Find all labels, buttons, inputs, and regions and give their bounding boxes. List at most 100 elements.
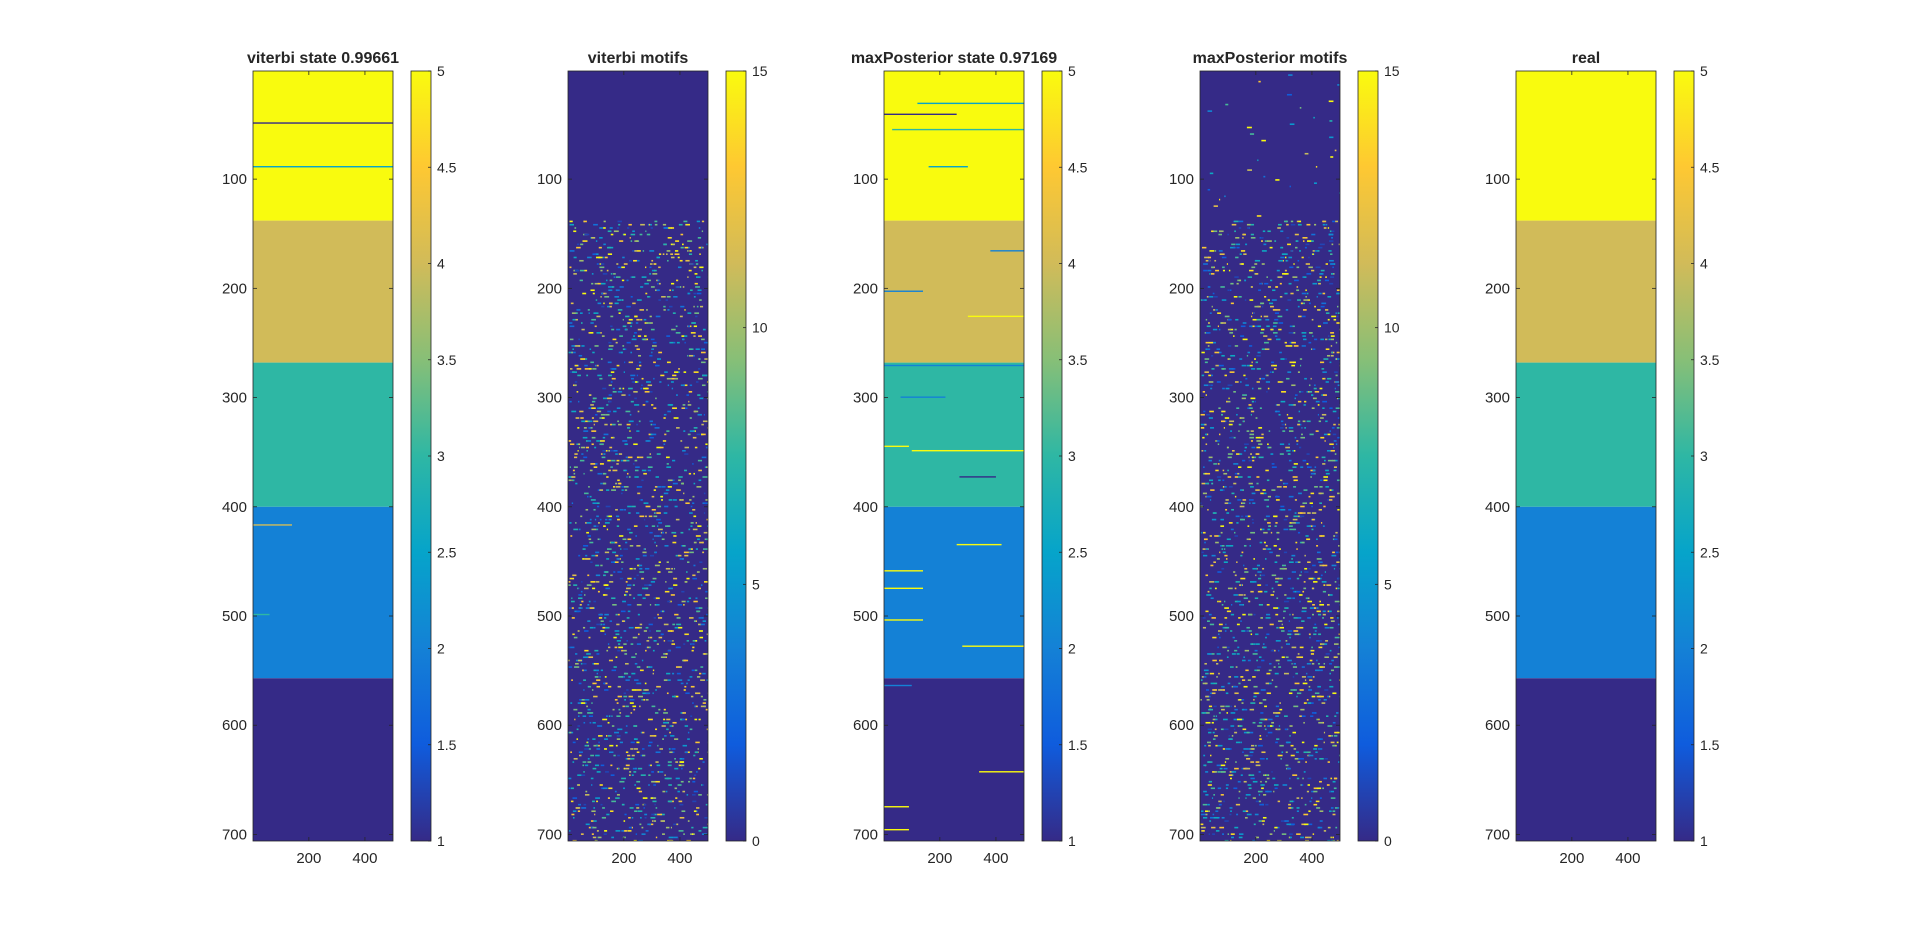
motif-cell [1244, 299, 1247, 301]
state-band-2 [253, 220, 393, 363]
colorbar-tick-label: 0 [1384, 833, 1392, 849]
motif-cell [619, 780, 625, 783]
motif-cell [1294, 757, 1300, 760]
state-streak-4 [253, 613, 270, 616]
motif-cell [599, 676, 601, 678]
motif-cell [584, 649, 589, 652]
motif-cell [1247, 525, 1250, 527]
motif-cell [606, 279, 608, 282]
motif-cell [1286, 597, 1292, 600]
motif-cell [1327, 318, 1330, 321]
colorbar: 11.522.533.544.55 [1041, 63, 1088, 849]
motif-cell [1211, 384, 1213, 387]
motif-cell [1241, 708, 1245, 711]
motif-cell [706, 679, 708, 681]
motif-cell [1225, 508, 1228, 511]
motif-cell [634, 469, 639, 472]
motif-cell [635, 466, 640, 468]
motif-cell [593, 423, 595, 426]
motif-cell [1318, 646, 1323, 649]
subplot-title: real [1572, 50, 1600, 67]
motif-cell [1265, 515, 1270, 518]
motif-cell [1252, 456, 1254, 459]
motif-cell [1320, 417, 1324, 419]
motif-cell [1239, 358, 1243, 360]
axes-frame [1515, 70, 1657, 842]
motif-cell [1261, 139, 1266, 142]
motif-cell [1290, 744, 1294, 747]
motif-cell [578, 751, 583, 754]
motif-cell [682, 338, 684, 341]
motif-cell [1335, 391, 1340, 393]
motif-cell [569, 830, 571, 832]
motif-cell [658, 708, 661, 711]
motif-cell [1281, 623, 1283, 626]
motif-cell [1252, 567, 1258, 570]
motif-cell [634, 738, 636, 740]
motif-cell [648, 433, 651, 436]
motif-cell [1236, 718, 1242, 721]
motif-cell [1227, 453, 1233, 455]
motif-cell [1316, 787, 1322, 790]
motif-cell [1224, 600, 1226, 603]
motif-cell [671, 227, 675, 229]
motif-cell [605, 413, 610, 416]
motif-cell [582, 764, 585, 767]
motif-cell [1314, 744, 1318, 747]
motif-cell [1206, 413, 1211, 416]
y-tick-label: 100 [222, 171, 247, 188]
motif-cell [1327, 594, 1330, 596]
motif-cell [633, 577, 636, 580]
motif-cell [1284, 341, 1287, 344]
motif-cell [1267, 338, 1272, 341]
motif-cell [1314, 571, 1318, 573]
motif-cell [605, 292, 607, 295]
motif-cell [1238, 594, 1243, 596]
motif-cell [1251, 492, 1256, 495]
motif-cell [599, 518, 602, 521]
motif-cell [1284, 715, 1288, 717]
motif-cell [651, 820, 654, 822]
motif-cell [1220, 794, 1224, 796]
motif-cell [663, 712, 668, 714]
motif-cell [1262, 230, 1266, 233]
motif-cell [624, 699, 627, 701]
motif-cell [1305, 295, 1307, 298]
motif-cell [625, 469, 628, 472]
motif-cell [1263, 335, 1268, 337]
motif-cell [1244, 446, 1247, 449]
motif-cell [679, 757, 685, 760]
motif-cell [666, 790, 668, 793]
motif-cell [701, 230, 704, 233]
heatmap-image [1516, 71, 1656, 841]
motif-cell [1256, 476, 1260, 478]
motif-cell [1259, 590, 1263, 593]
motif-cell [573, 384, 577, 387]
motif-cell [1210, 692, 1212, 695]
motif-cell [1227, 289, 1230, 292]
y-tick-label: 200 [1169, 280, 1194, 297]
motif-cell [1326, 784, 1330, 786]
motif-cell [1332, 810, 1336, 813]
motif-cell [591, 554, 596, 557]
motif-cell [686, 794, 689, 796]
motif-cell [646, 279, 651, 282]
state-streak-2 [253, 166, 393, 168]
motif-cell [1210, 597, 1214, 600]
motif-cell [578, 597, 583, 600]
motif-cell [1273, 368, 1277, 370]
motif-cell [647, 469, 651, 472]
motif-cell [1288, 404, 1294, 406]
motif-cell [695, 259, 698, 262]
motif-cell [615, 830, 621, 832]
motif-cell [645, 292, 648, 295]
motif-cell [629, 237, 631, 239]
motif-cell [581, 328, 585, 331]
motif-cell [602, 682, 606, 685]
motif-cell [636, 643, 642, 645]
motif-cell [1258, 794, 1261, 796]
motif-cell [700, 679, 705, 681]
motif-cell [1287, 630, 1293, 632]
motif-cell [627, 528, 629, 531]
